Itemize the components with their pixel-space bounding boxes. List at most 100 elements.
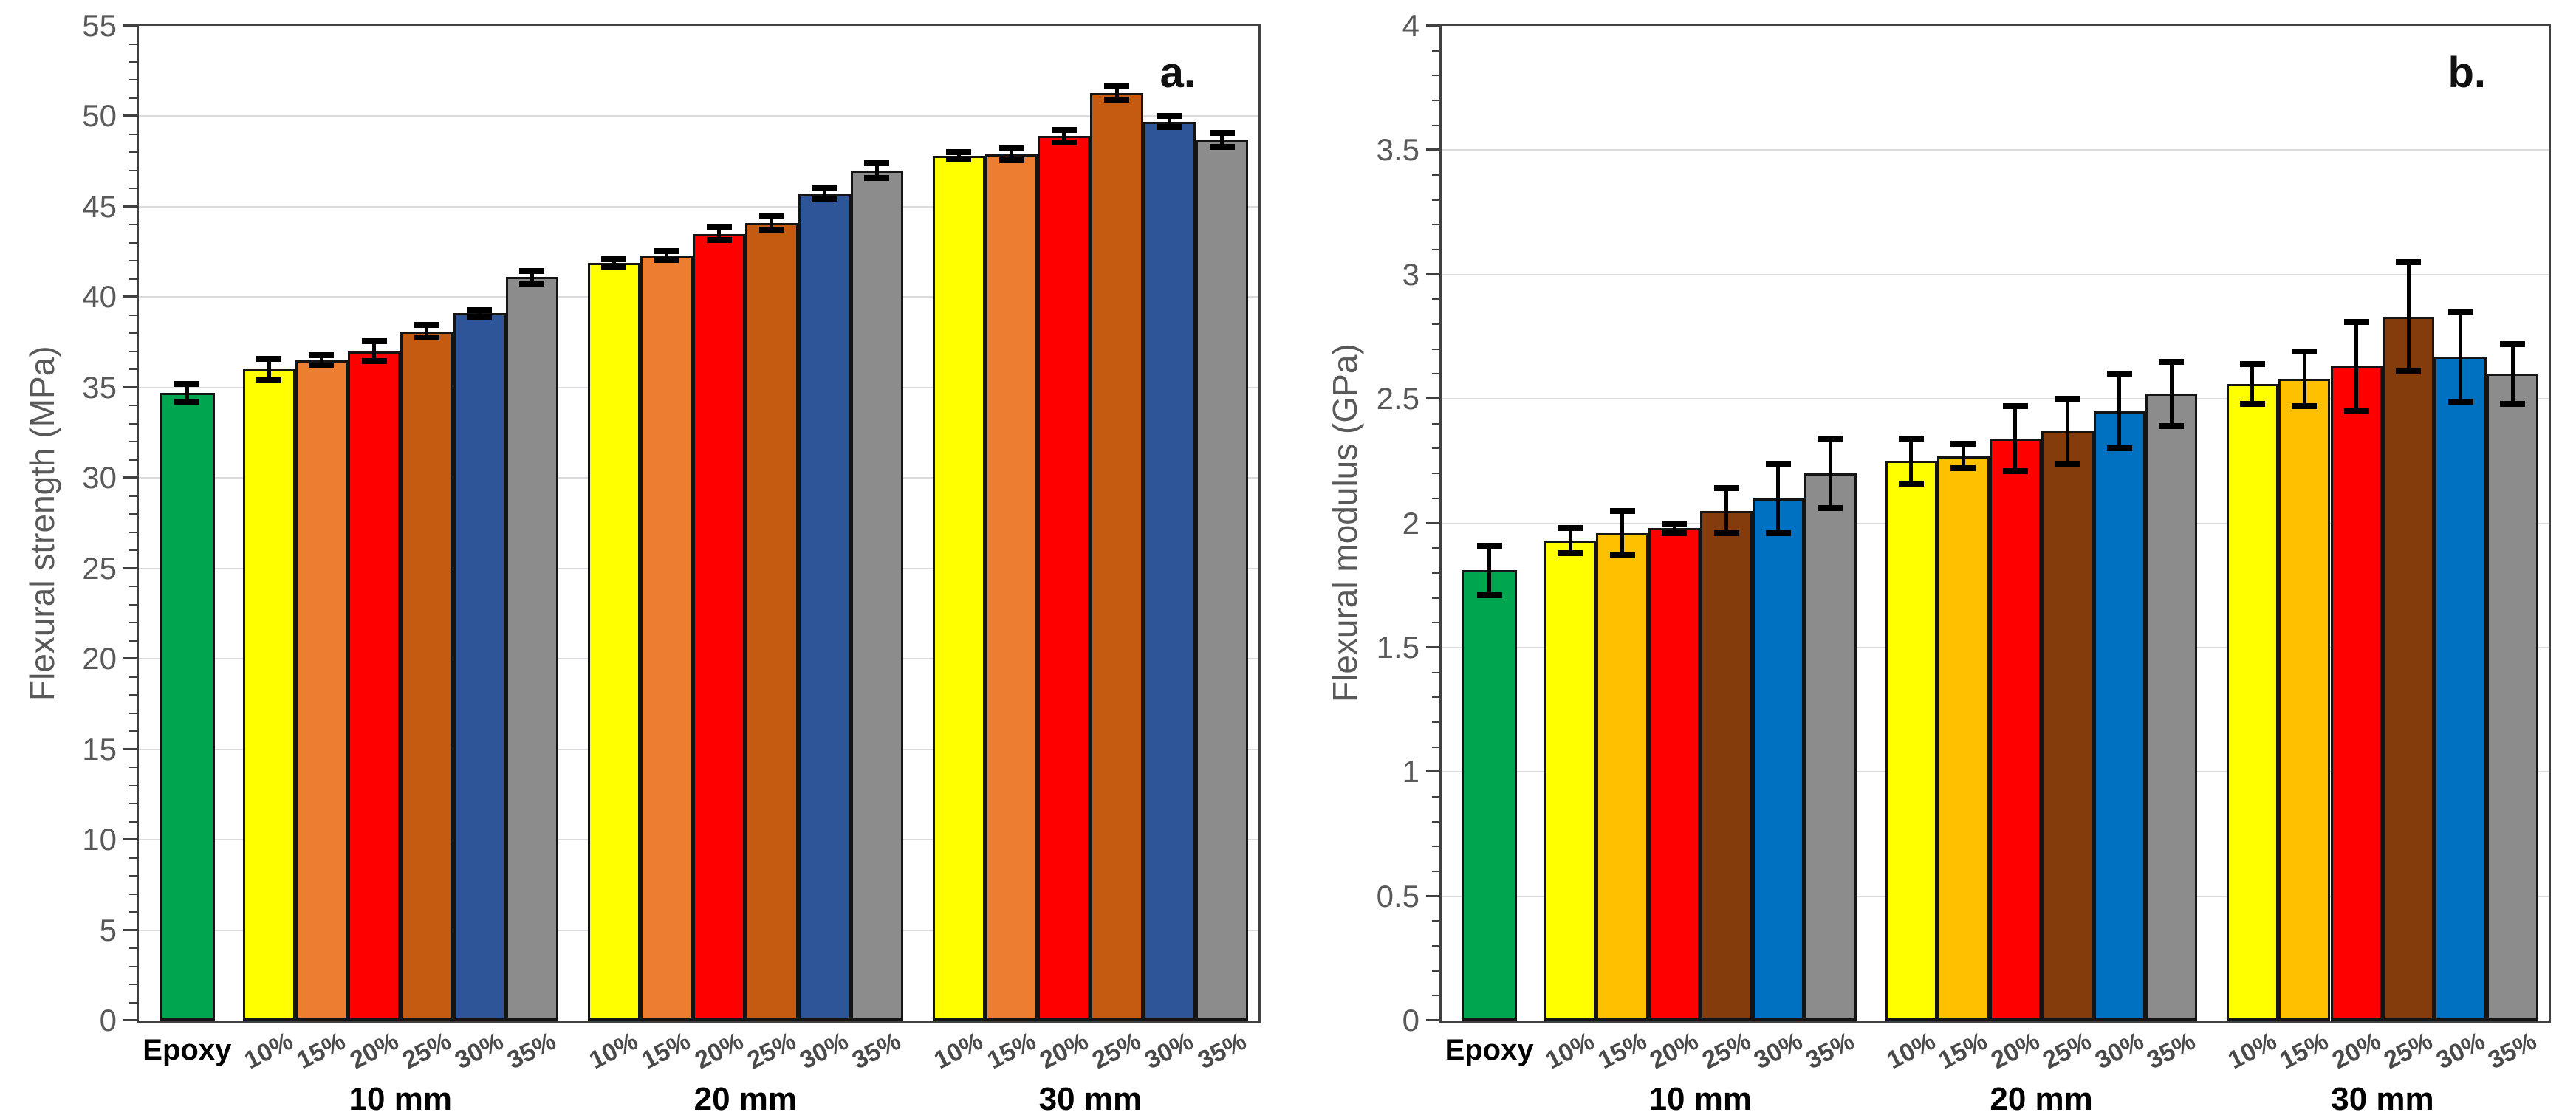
error-bar-cap-bottom (2002, 467, 2028, 474)
y-axis-minor-tick (129, 857, 137, 859)
y-axis-minor-tick (1432, 249, 1439, 251)
error-bar-cap-bottom (864, 174, 890, 181)
y-axis-major-tick (123, 747, 137, 750)
y-axis-minor-tick (129, 712, 137, 714)
error-bar-cap-top (256, 355, 282, 362)
error-bar-cap-bottom (2447, 398, 2473, 405)
y-axis-minor-tick (129, 61, 137, 63)
y-tick-label: 15 (82, 731, 117, 767)
y-axis-minor-tick (129, 603, 137, 606)
y-tick-label: 5 (99, 912, 117, 947)
y-axis-major-tick (1426, 770, 1439, 773)
chart-panel-b: Flexural modulus (GPa) b. 0 0.5 1 1.5 2 2.5 3 3… (1288, 0, 2576, 1117)
error-bar (1672, 523, 1676, 533)
y-axis-minor-tick (129, 586, 137, 588)
error-bar-cap-bottom (309, 363, 335, 369)
error-bar (1167, 116, 1171, 128)
y-axis-major-tick (123, 205, 137, 208)
y-axis-minor-tick (129, 422, 137, 425)
y-axis-major-tick (123, 385, 137, 388)
error-bar-cap-bottom (1713, 529, 1739, 536)
error-bar (1062, 129, 1066, 143)
bar-30mm-20% (2330, 366, 2383, 1021)
error-bar (1961, 443, 1965, 469)
error-bar (1909, 439, 1914, 484)
error-bar (2013, 406, 2018, 471)
y-axis-minor-tick (1432, 944, 1439, 947)
error-bar-cap-top (601, 256, 627, 262)
error-bar-cap-bottom (2500, 400, 2526, 407)
x-label-group: 30 mm (2331, 1081, 2434, 1117)
y-axis-minor-tick (129, 151, 137, 154)
error-bar-cap-bottom (256, 377, 282, 384)
panel-letter-a: a. (1159, 49, 1196, 97)
bar-10mm-10% (1544, 541, 1597, 1021)
error-bar (372, 341, 377, 362)
y-tick-label: 0.5 (1376, 878, 1419, 913)
error-bar-cap-bottom (1476, 592, 1502, 599)
error-bar-cap-top (1818, 436, 1843, 442)
error-bar-cap-top (519, 267, 545, 274)
y-axis-minor-tick (129, 947, 137, 950)
error-bar-cap-top (1051, 126, 1077, 133)
y-axis-major-tick (1426, 272, 1439, 275)
error-bar-cap-bottom (1662, 529, 1688, 536)
error-bar (956, 152, 961, 160)
y-tick-label: 40 (82, 279, 117, 315)
y-axis-minor-tick (129, 875, 137, 877)
y-axis-minor-tick (1432, 199, 1439, 201)
y-axis-minor-tick (129, 43, 137, 45)
y-axis-minor-tick (129, 97, 137, 99)
error-bar-cap-top (2343, 318, 2369, 325)
error-bar (1620, 510, 1625, 556)
y-axis-major-tick (123, 476, 137, 479)
error-bar (1568, 528, 1572, 553)
error-bar-cap-top (2055, 396, 2080, 402)
error-bar-cap-bottom (1558, 549, 1583, 556)
error-bar (1114, 85, 1119, 100)
y-axis-minor-tick (129, 495, 137, 497)
y-axis-minor-tick (129, 639, 137, 642)
bar-10mm-15% (1596, 532, 1648, 1021)
error-bar-cap-top (2292, 349, 2318, 355)
y-axis-minor-tick (129, 459, 137, 461)
error-bar-cap-top (1476, 542, 1502, 549)
bar-20mm-30% (798, 193, 851, 1021)
y-axis-minor-tick (1432, 124, 1439, 126)
error-bar-cap-top (309, 351, 335, 358)
bar-10mm-35% (505, 277, 558, 1021)
bar-30mm-35% (1195, 140, 1249, 1021)
y-tick-label: 10 (82, 822, 117, 857)
plot-area-flexural-modulus: Flexural modulus (GPa) b. 0 0.5 1 1.5 2 2.5 3 3… (1326, 10, 2551, 1117)
y-axis-major-tick (1426, 397, 1439, 400)
bar-10mm-20% (1648, 528, 1701, 1021)
y-axis-minor-tick (1432, 696, 1439, 699)
error-bar (822, 188, 826, 200)
error-bar-cap-bottom (1051, 139, 1077, 145)
bar-30mm-10% (932, 156, 985, 1021)
error-bar-cap-bottom (1950, 465, 1976, 472)
y-axis-minor-tick (1432, 373, 1439, 375)
error-bar (267, 358, 271, 381)
error-bar-cap-bottom (1157, 124, 1182, 131)
error-bar-cap-top (2447, 309, 2473, 315)
y-axis-minor-tick (129, 513, 137, 515)
bar-30mm-30% (1143, 121, 1196, 1021)
bar-10mm-15% (295, 360, 348, 1021)
gridline (139, 205, 1258, 208)
bar-20mm-15% (640, 256, 693, 1021)
y-tick-label: 20 (82, 641, 117, 676)
error-bar-cap-bottom (706, 237, 732, 244)
y-axis-minor-tick (1432, 174, 1439, 176)
bar-20mm-10% (1885, 461, 1938, 1021)
error-bar (1010, 148, 1014, 161)
y-axis-minor-tick (1432, 970, 1439, 972)
y-tick-label: 1.5 (1376, 629, 1419, 665)
y-axis-major-tick (123, 295, 137, 298)
x-label-epoxy: Epoxy (143, 1034, 232, 1066)
y-axis-major-tick (123, 928, 137, 931)
y-axis-minor-tick (129, 368, 137, 371)
error-bar-cap-bottom (519, 281, 545, 287)
y-axis-major-tick (1426, 24, 1439, 27)
error-bar-cap-top (2396, 258, 2422, 265)
